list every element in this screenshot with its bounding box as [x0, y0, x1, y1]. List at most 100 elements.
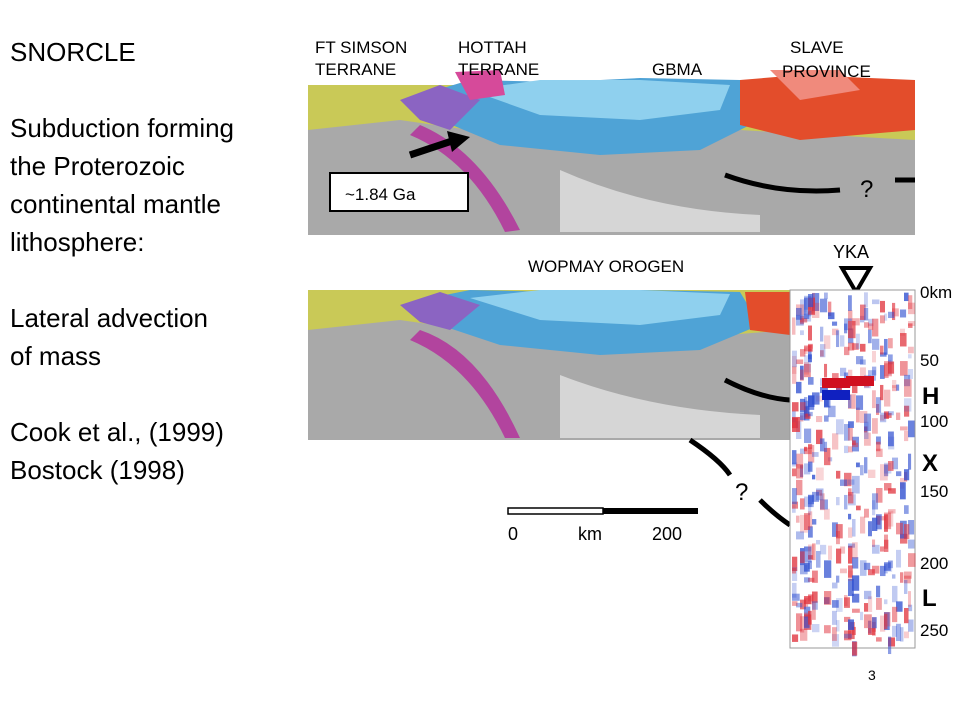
seismic-stripe	[848, 622, 855, 640]
seismic-stripe	[796, 479, 803, 496]
seismic-stripe	[848, 565, 853, 578]
seismic-stripe	[844, 597, 850, 608]
seismic-stripe	[808, 445, 815, 463]
seismic-stripe	[812, 474, 816, 480]
seismic-stripe	[828, 545, 833, 560]
seismic-stripe	[848, 394, 856, 409]
text-line: lithosphere:	[10, 227, 145, 257]
seismic-stripe	[800, 402, 806, 411]
seismic-stripe	[900, 309, 907, 318]
seismic-stripe	[792, 582, 797, 598]
seismic-stripe	[896, 412, 901, 420]
seismic-stripe	[872, 299, 880, 305]
seismic-stripe	[816, 416, 823, 423]
seismic-stripe	[872, 621, 876, 636]
cross-section-bottom	[308, 290, 792, 528]
seismic-stripe	[880, 365, 885, 379]
seismic-stripe	[822, 378, 850, 388]
seismic-stripe	[808, 411, 813, 417]
seismic-stripe	[880, 315, 885, 324]
seismic-stripe	[844, 616, 851, 622]
seismic-stripe	[864, 322, 870, 328]
seismic-stripe	[804, 446, 808, 452]
seismic-stripe	[822, 390, 850, 400]
seismic-stripe	[824, 447, 831, 466]
seismic-stripe	[876, 487, 883, 503]
seismic-stripe	[840, 568, 847, 574]
seismic-stripe	[908, 591, 912, 607]
seismic-stripe	[808, 610, 812, 625]
seismic-stripe	[880, 464, 888, 481]
seismic-stripe	[872, 500, 876, 516]
orogen-label: WOPMAY OROGEN	[528, 257, 684, 276]
seismic-stripe	[908, 520, 915, 535]
seismic-stripe	[872, 418, 878, 434]
depth-label: 200	[920, 554, 948, 573]
seismic-stripe	[868, 318, 874, 327]
seismic-stripe	[908, 553, 916, 567]
seismic-stripe	[904, 379, 912, 397]
scale-label: km	[578, 524, 602, 544]
depth-label: 150	[920, 482, 948, 501]
seismic-stripe	[832, 522, 838, 537]
seismic-stripe	[816, 488, 824, 501]
seismic-stripe	[796, 307, 802, 320]
seismic-stripe	[844, 472, 852, 487]
seismic-stripe	[904, 405, 910, 417]
depth-label: 0km	[920, 283, 952, 302]
seismic-stripe	[808, 511, 813, 528]
seismic-stripe	[808, 443, 813, 449]
seismic-stripe	[796, 453, 804, 469]
seismic-stripe	[812, 292, 816, 308]
seismic-stripe	[812, 293, 820, 311]
seismic-stripe	[812, 302, 820, 318]
seismic-stripe	[908, 368, 914, 379]
seismic-stripe	[900, 520, 907, 539]
seismic-stripe	[880, 412, 887, 423]
seismic-stripe	[828, 405, 836, 418]
seismic-stripe	[824, 441, 828, 452]
seismic-stripe	[836, 620, 840, 632]
seismic-stripe	[864, 590, 872, 600]
seismic-stripe	[836, 386, 842, 391]
seismic-stripe	[804, 463, 811, 475]
seismic-stripe	[872, 544, 880, 554]
seismic-stripe	[848, 342, 855, 351]
depth-label: 50	[920, 351, 939, 370]
seismic-stripe	[884, 483, 892, 491]
seismic-stripe	[832, 582, 838, 589]
seismic-stripe	[868, 323, 874, 330]
seismic-stripe	[896, 601, 903, 612]
seismic-stripe	[800, 514, 808, 533]
seismic-stripe	[868, 469, 876, 478]
seismic-stripe	[796, 613, 803, 632]
seismic-stripe	[884, 338, 888, 355]
seismic-stripe	[848, 427, 853, 441]
seismic-panel	[789, 289, 916, 657]
seismic-stripe	[824, 415, 829, 422]
seismic-stripe	[844, 318, 852, 331]
seismic-stripe	[808, 503, 812, 516]
seismic-stripe	[840, 546, 846, 554]
seismic-stripe	[804, 428, 812, 443]
seismic-stripe	[880, 565, 886, 577]
seismic-stripe	[804, 606, 811, 618]
seismic-stripe	[848, 421, 854, 428]
seismic-stripe	[836, 330, 840, 348]
seismic-stripe	[812, 591, 818, 603]
seismic-stripe	[856, 462, 860, 468]
seismic-stripe	[852, 343, 859, 350]
seismic-stripe	[892, 606, 898, 623]
seismic-stripe	[804, 362, 810, 375]
seismic-stripe	[812, 624, 820, 633]
seismic-stripe	[836, 419, 844, 435]
seismic-stripe	[808, 526, 813, 538]
seismic-stripe	[884, 599, 888, 605]
seismic-stripe	[880, 300, 886, 313]
seismic-stripe	[836, 548, 842, 564]
station-marker	[838, 266, 874, 296]
citation: Cook et al., (1999)	[10, 417, 224, 447]
seismic-stripe	[820, 344, 826, 358]
seismic-stripe	[900, 627, 904, 642]
seismic-stripe	[880, 352, 887, 357]
